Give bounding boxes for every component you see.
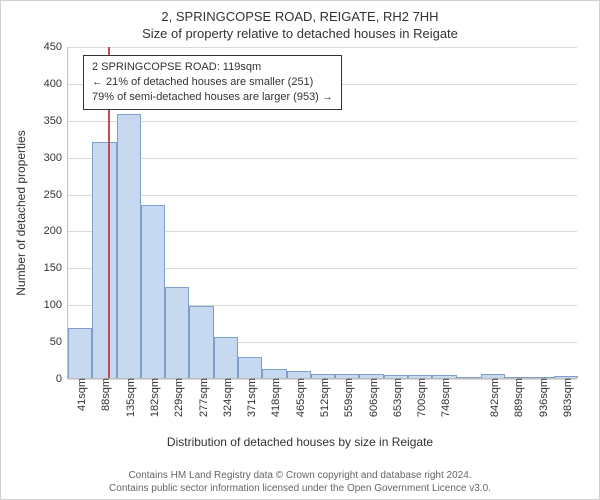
xtick-label: 842sqm [485, 378, 501, 417]
footer-line-1: Contains HM Land Registry data © Crown c… [1, 469, 599, 482]
xtick-label: 889sqm [509, 378, 525, 417]
xtick-label: 559sqm [339, 378, 355, 417]
ytick-label: 250 [44, 189, 68, 201]
x-axis-label: Distribution of detached houses by size … [1, 435, 599, 449]
gridline [68, 47, 577, 48]
title-address: 2, SPRINGCOPSE ROAD, REIGATE, RH2 7HH [1, 1, 599, 24]
bar [457, 377, 481, 378]
bar [117, 114, 141, 378]
gridline [68, 195, 577, 196]
xtick-label: 748sqm [436, 378, 452, 417]
xtick-label: 983sqm [558, 378, 574, 417]
ytick-label: 450 [44, 41, 68, 53]
xtick-label: 182sqm [145, 378, 161, 417]
title-subtitle: Size of property relative to detached ho… [1, 24, 599, 41]
chart-container: 2, SPRINGCOPSE ROAD, REIGATE, RH2 7HH Si… [0, 0, 600, 500]
bar [141, 205, 165, 378]
ytick-label: 200 [44, 225, 68, 237]
xtick-label: 135sqm [121, 378, 137, 417]
annotation-line-1: 2 SPRINGCOPSE ROAD: 119sqm [92, 60, 333, 75]
bar [189, 306, 213, 378]
xtick-label: 229sqm [169, 378, 185, 417]
annotation-line-3: 79% of semi-detached houses are larger (… [92, 90, 333, 105]
xtick-label: 418sqm [266, 378, 282, 417]
gridline [68, 121, 577, 122]
ytick-label: 300 [44, 152, 68, 164]
footer-attribution: Contains HM Land Registry data © Crown c… [1, 469, 599, 495]
bar [214, 337, 238, 378]
xtick-label: 41sqm [72, 378, 88, 411]
bar [68, 328, 92, 378]
gridline [68, 158, 577, 159]
bar [92, 142, 116, 378]
ytick-label: 0 [56, 373, 68, 385]
xtick-label: 324sqm [218, 378, 234, 417]
y-axis-label: Number of detached properties [14, 130, 28, 295]
ytick-label: 350 [44, 115, 68, 127]
ytick-label: 50 [50, 336, 68, 348]
bar [165, 287, 189, 378]
xtick-label: 700sqm [412, 378, 428, 417]
xtick-label: 653sqm [388, 378, 404, 417]
ytick-label: 100 [44, 299, 68, 311]
footer-line-2: Contains public sector information licen… [1, 482, 599, 495]
xtick-label: 277sqm [194, 378, 210, 417]
xtick-label: 936sqm [534, 378, 550, 417]
xtick-label: 371sqm [242, 378, 258, 417]
xtick-label: 465sqm [291, 378, 307, 417]
annotation-box: 2 SPRINGCOPSE ROAD: 119sqm ← 21% of deta… [83, 55, 342, 110]
xtick-label: 606sqm [364, 378, 380, 417]
bar [238, 357, 262, 378]
bar [262, 369, 286, 378]
bar [287, 371, 311, 378]
annotation-line-2: ← 21% of detached houses are smaller (25… [92, 75, 333, 90]
ytick-label: 150 [44, 262, 68, 274]
xtick-label: 512sqm [315, 378, 331, 417]
xtick-label: 88sqm [96, 378, 112, 411]
ytick-label: 400 [44, 78, 68, 90]
